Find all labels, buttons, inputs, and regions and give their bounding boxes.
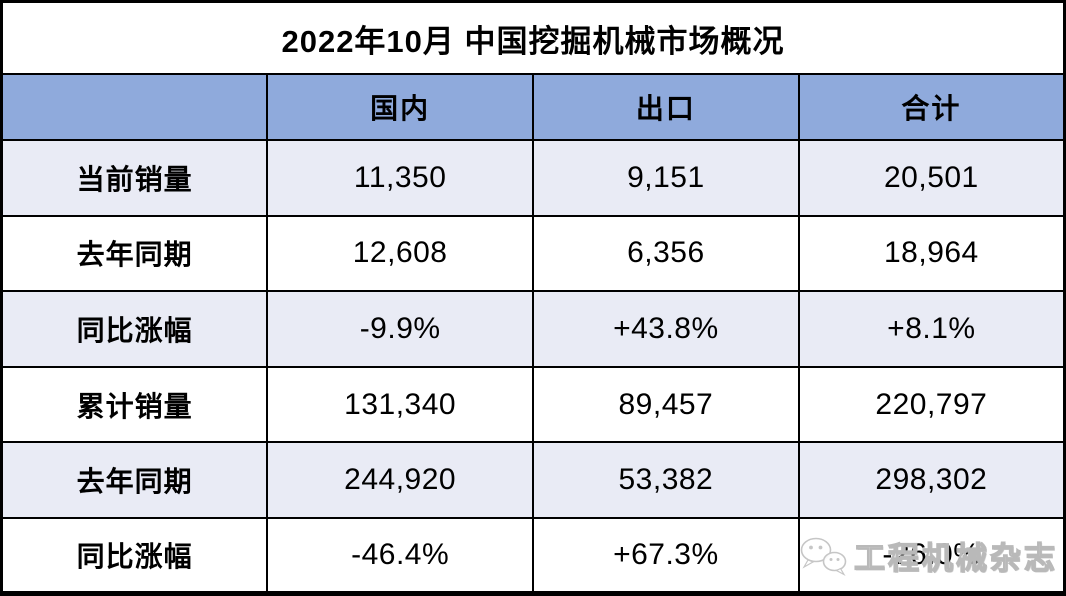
row-label-cumulative-last-year: 去年同期 bbox=[0, 441, 269, 519]
cell-yoy-total: +8.1% bbox=[797, 290, 1066, 368]
column-header-row: 国内 出口 合计 bbox=[0, 73, 1066, 141]
table-row-yoy-change: 同比涨幅 -9.9% +43.8% +8.1% bbox=[0, 290, 1066, 368]
cell-cumulative-export: 89,457 bbox=[532, 365, 800, 444]
column-header-export: 出口 bbox=[532, 73, 800, 141]
cell-cumulative-last-year-domestic: 244,920 bbox=[266, 441, 534, 519]
cell-last-year-export: 6,356 bbox=[532, 214, 800, 293]
title-row: 2022年10月 中国挖掘机械市场概况 bbox=[0, 0, 1066, 75]
table-row-cumulative-sales: 累计销量 131,340 89,457 220,797 bbox=[0, 365, 1066, 444]
cell-current-sales-export: 9,151 bbox=[532, 139, 800, 217]
cell-cumulative-yoy-total: -26.0% bbox=[797, 516, 1066, 595]
cell-last-year-total: 18,964 bbox=[797, 214, 1066, 293]
cell-cumulative-domestic: 131,340 bbox=[266, 365, 534, 444]
cell-cumulative-last-year-export: 53,382 bbox=[532, 441, 800, 519]
table-row-current-sales: 当前销量 11,350 9,151 20,501 bbox=[0, 139, 1066, 217]
table-row-cumulative-last-year: 去年同期 244,920 53,382 298,302 bbox=[0, 441, 1066, 519]
column-header-total: 合计 bbox=[797, 73, 1066, 141]
cell-cumulative-last-year-total: 298,302 bbox=[797, 441, 1066, 519]
cell-yoy-domestic: -9.9% bbox=[266, 290, 534, 368]
cell-current-sales-domestic: 11,350 bbox=[266, 139, 534, 217]
row-label-cumulative-sales: 累计销量 bbox=[0, 365, 269, 444]
cell-yoy-export: +43.8% bbox=[532, 290, 800, 368]
row-label-cumulative-yoy-change: 同比涨幅 bbox=[0, 516, 269, 595]
cell-cumulative-yoy-domestic: -46.4% bbox=[266, 516, 534, 595]
row-label-yoy-change: 同比涨幅 bbox=[0, 290, 269, 368]
table-title: 2022年10月 中国挖掘机械市场概况 bbox=[0, 0, 1066, 75]
cell-cumulative-yoy-export: +67.3% bbox=[532, 516, 800, 595]
cell-last-year-domestic: 12,608 bbox=[266, 214, 534, 293]
row-label-current-sales: 当前销量 bbox=[0, 139, 269, 217]
cell-cumulative-total: 220,797 bbox=[797, 365, 1066, 444]
cell-current-sales-total: 20,501 bbox=[797, 139, 1066, 217]
table-row-cumulative-yoy-change: 同比涨幅 -46.4% +67.3% -26.0% bbox=[0, 516, 1066, 595]
column-header-blank bbox=[0, 73, 269, 141]
column-header-domestic: 国内 bbox=[266, 73, 534, 141]
row-label-last-year-same-period: 去年同期 bbox=[0, 214, 269, 293]
table-row-last-year-same-period: 去年同期 12,608 6,356 18,964 bbox=[0, 214, 1066, 293]
